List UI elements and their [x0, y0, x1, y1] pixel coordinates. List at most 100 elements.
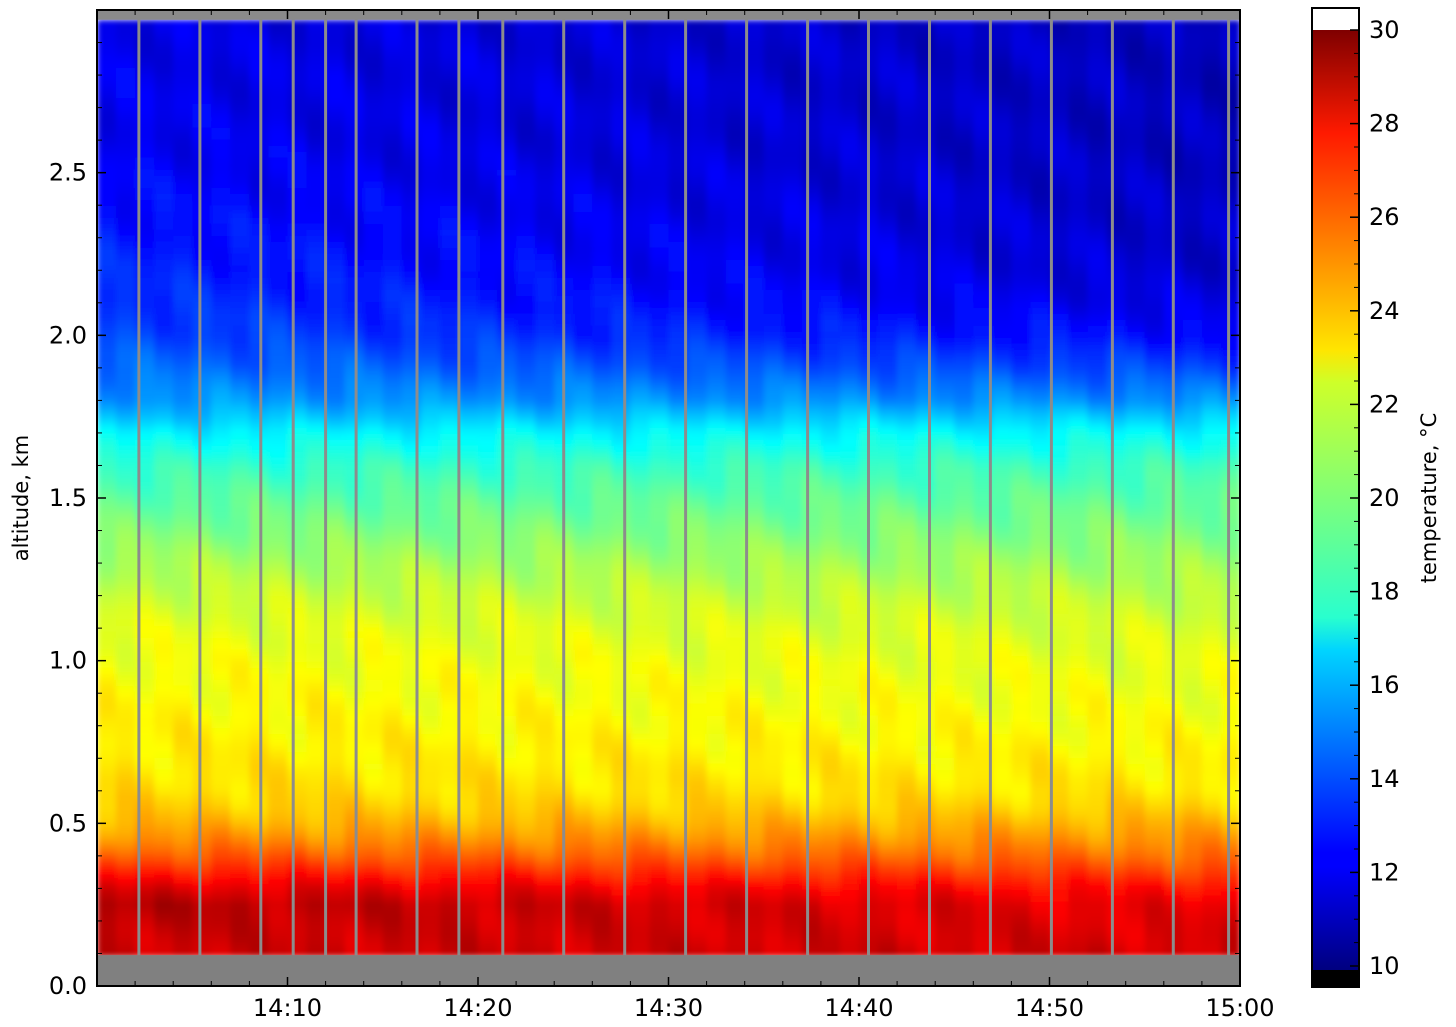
- heatmap-cell: [173, 109, 194, 117]
- heatmap-cell: [458, 295, 479, 303]
- heatmap-cell: [573, 481, 594, 489]
- heatmap-cell: [573, 421, 594, 429]
- heatmap-cell: [649, 877, 670, 885]
- heatmap-cell: [420, 259, 441, 267]
- heatmap-cell: [325, 199, 346, 207]
- heatmap-cell: [325, 145, 346, 153]
- heatmap-cell: [211, 853, 232, 861]
- heatmap-cells: [97, 19, 1240, 957]
- heatmap-cell: [325, 265, 346, 273]
- heatmap-cell: [592, 937, 613, 945]
- heatmap-cell: [573, 169, 594, 177]
- heatmap-cell: [573, 529, 594, 537]
- heatmap-cell: [439, 505, 460, 513]
- heatmap-cell: [516, 727, 536, 735]
- heatmap-column: [325, 19, 346, 957]
- heatmap-cell: [478, 709, 498, 717]
- heatmap-cell: [97, 307, 117, 315]
- heatmap-cell: [268, 799, 289, 807]
- heatmap-cell: [306, 97, 327, 105]
- heatmap-cell: [630, 319, 651, 327]
- heatmap-cell: [573, 247, 594, 255]
- heatmap-cell: [230, 511, 251, 519]
- heatmap-cell: [287, 391, 308, 399]
- heatmap-cell: [535, 595, 555, 603]
- heatmap-cell: [116, 73, 136, 81]
- heatmap-cell: [135, 103, 155, 111]
- heatmap-cell: [287, 715, 308, 723]
- heatmap-cell: [478, 343, 498, 351]
- heatmap-cell: [668, 937, 689, 945]
- heatmap-cell: [420, 439, 441, 447]
- heatmap-cell: [363, 109, 384, 117]
- heatmap-cell: [649, 67, 670, 75]
- heatmap-cell: [630, 73, 651, 81]
- heatmap-cell: [439, 199, 460, 207]
- heatmap-cell: [230, 481, 251, 489]
- heatmap-cell: [420, 139, 441, 147]
- heatmap-cell: [516, 109, 536, 117]
- heatmap-cell: [344, 877, 365, 885]
- heatmap-cell: [420, 193, 441, 201]
- heatmap-cell: [344, 553, 365, 561]
- heatmap-cell: [458, 943, 479, 951]
- heatmap-cell: [230, 775, 251, 783]
- heatmap-cell: [154, 739, 174, 747]
- heatmap-cell: [516, 583, 536, 591]
- heatmap-cell: [325, 949, 346, 957]
- heatmap-cell: [458, 97, 479, 105]
- heatmap-cell: [649, 487, 670, 495]
- heatmap-cell: [306, 811, 327, 819]
- heatmap-cell: [230, 913, 251, 921]
- heatmap-cell: [439, 619, 460, 627]
- heatmap-cell: [344, 583, 365, 591]
- heatmap-cell: [173, 301, 194, 309]
- heatmap-cell: [630, 295, 651, 303]
- heatmap-cell: [420, 871, 441, 879]
- heatmap-cell: [135, 127, 155, 135]
- heatmap-cell: [173, 373, 194, 381]
- heatmap-cell: [382, 913, 403, 921]
- heatmap-cell: [116, 193, 136, 201]
- heatmap-cell: [116, 919, 136, 927]
- heatmap-cell: [268, 193, 289, 201]
- heatmap-cell: [97, 43, 117, 51]
- heatmap-cell: [439, 775, 460, 783]
- heatmap-cell: [173, 49, 194, 57]
- heatmap-cell: [611, 349, 632, 357]
- heatmap-cell: [325, 679, 346, 687]
- heatmap-cell: [497, 619, 517, 627]
- heatmap-cell: [192, 199, 213, 207]
- heatmap-cell: [439, 301, 460, 309]
- heatmap-cell: [382, 127, 403, 135]
- heatmap-cell: [420, 49, 441, 57]
- heatmap-cell: [173, 133, 194, 141]
- heatmap-cell: [497, 757, 517, 765]
- heatmap-cell: [97, 919, 117, 927]
- heatmap-cell: [382, 61, 403, 69]
- heatmap-cell: [173, 637, 194, 645]
- heatmap-cell: [573, 103, 594, 111]
- heatmap-cell: [439, 283, 460, 291]
- heatmap-cell: [630, 325, 651, 333]
- heatmap-cell: [573, 577, 594, 585]
- heatmap-cell: [135, 241, 155, 249]
- heatmap-cell: [306, 733, 327, 741]
- heatmap-cell: [192, 535, 213, 543]
- heatmap-cell: [458, 163, 479, 171]
- heatmap-cell: [439, 703, 460, 711]
- heatmap-cell: [306, 667, 327, 675]
- heatmap-cell: [325, 247, 346, 255]
- heatmap-cell: [420, 79, 441, 87]
- heatmap-cell: [268, 541, 289, 549]
- heatmap-cell: [116, 91, 136, 99]
- heatmap-cell: [687, 97, 708, 105]
- heatmap-cell: [573, 49, 594, 57]
- heatmap-cell: [401, 853, 422, 861]
- heatmap-cell: [344, 733, 365, 741]
- heatmap-cell: [401, 337, 422, 345]
- heatmap-cell: [268, 841, 289, 849]
- heatmap-cell: [516, 811, 536, 819]
- heatmap-cell: [573, 835, 594, 843]
- heatmap-cell: [325, 769, 346, 777]
